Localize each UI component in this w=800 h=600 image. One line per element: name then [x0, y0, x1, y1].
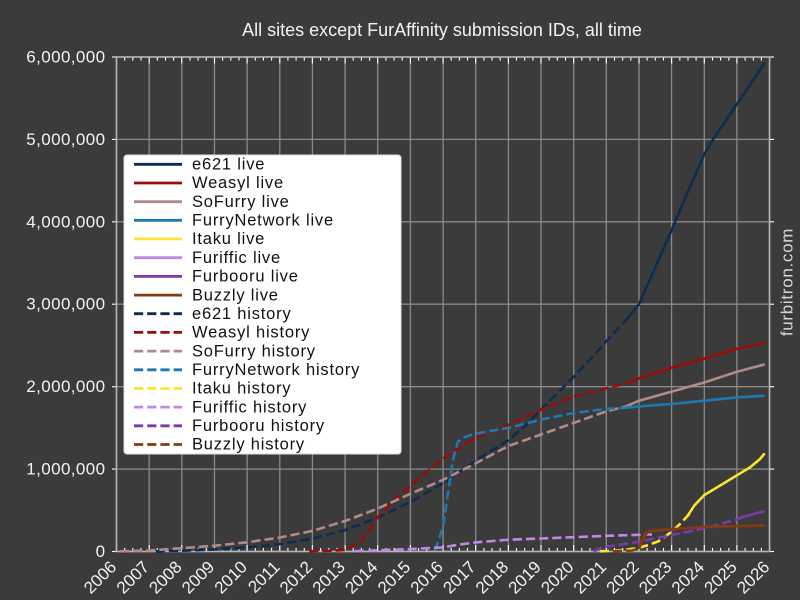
svg-text:SoFurry live: SoFurry live — [192, 193, 290, 211]
svg-text:4,000,000: 4,000,000 — [26, 212, 105, 231]
svg-text:FurryNetwork live: FurryNetwork live — [192, 212, 334, 230]
svg-text:0: 0 — [96, 542, 106, 561]
svg-text:Itaku history: Itaku history — [192, 380, 291, 398]
svg-text:Buzzly live: Buzzly live — [192, 286, 279, 304]
svg-text:3,000,000: 3,000,000 — [26, 295, 105, 314]
svg-text:Weasyl live: Weasyl live — [192, 174, 284, 192]
svg-text:2,000,000: 2,000,000 — [26, 377, 105, 396]
svg-text:Buzzly history: Buzzly history — [192, 436, 305, 454]
svg-text:Furiffic history: Furiffic history — [192, 398, 307, 416]
svg-text:Furiffic live: Furiffic live — [192, 249, 281, 267]
svg-text:e621 history: e621 history — [192, 305, 292, 323]
svg-text:Furbooru live: Furbooru live — [192, 268, 299, 286]
svg-text:5,000,000: 5,000,000 — [26, 130, 105, 149]
svg-text:All sites except FurAffinity s: All sites except FurAffinity submission … — [242, 20, 642, 40]
svg-text:FurryNetwork history: FurryNetwork history — [192, 361, 360, 379]
svg-text:1,000,000: 1,000,000 — [26, 460, 105, 479]
svg-text:Furbooru history: Furbooru history — [192, 417, 325, 435]
svg-text:furbitron.com: furbitron.com — [778, 228, 797, 336]
svg-text:SoFurry history: SoFurry history — [192, 342, 316, 360]
svg-text:6,000,000: 6,000,000 — [26, 48, 105, 67]
svg-text:Itaku live: Itaku live — [192, 230, 265, 248]
svg-text:e621 live: e621 live — [192, 156, 265, 174]
svg-text:Weasyl history: Weasyl history — [192, 324, 310, 342]
